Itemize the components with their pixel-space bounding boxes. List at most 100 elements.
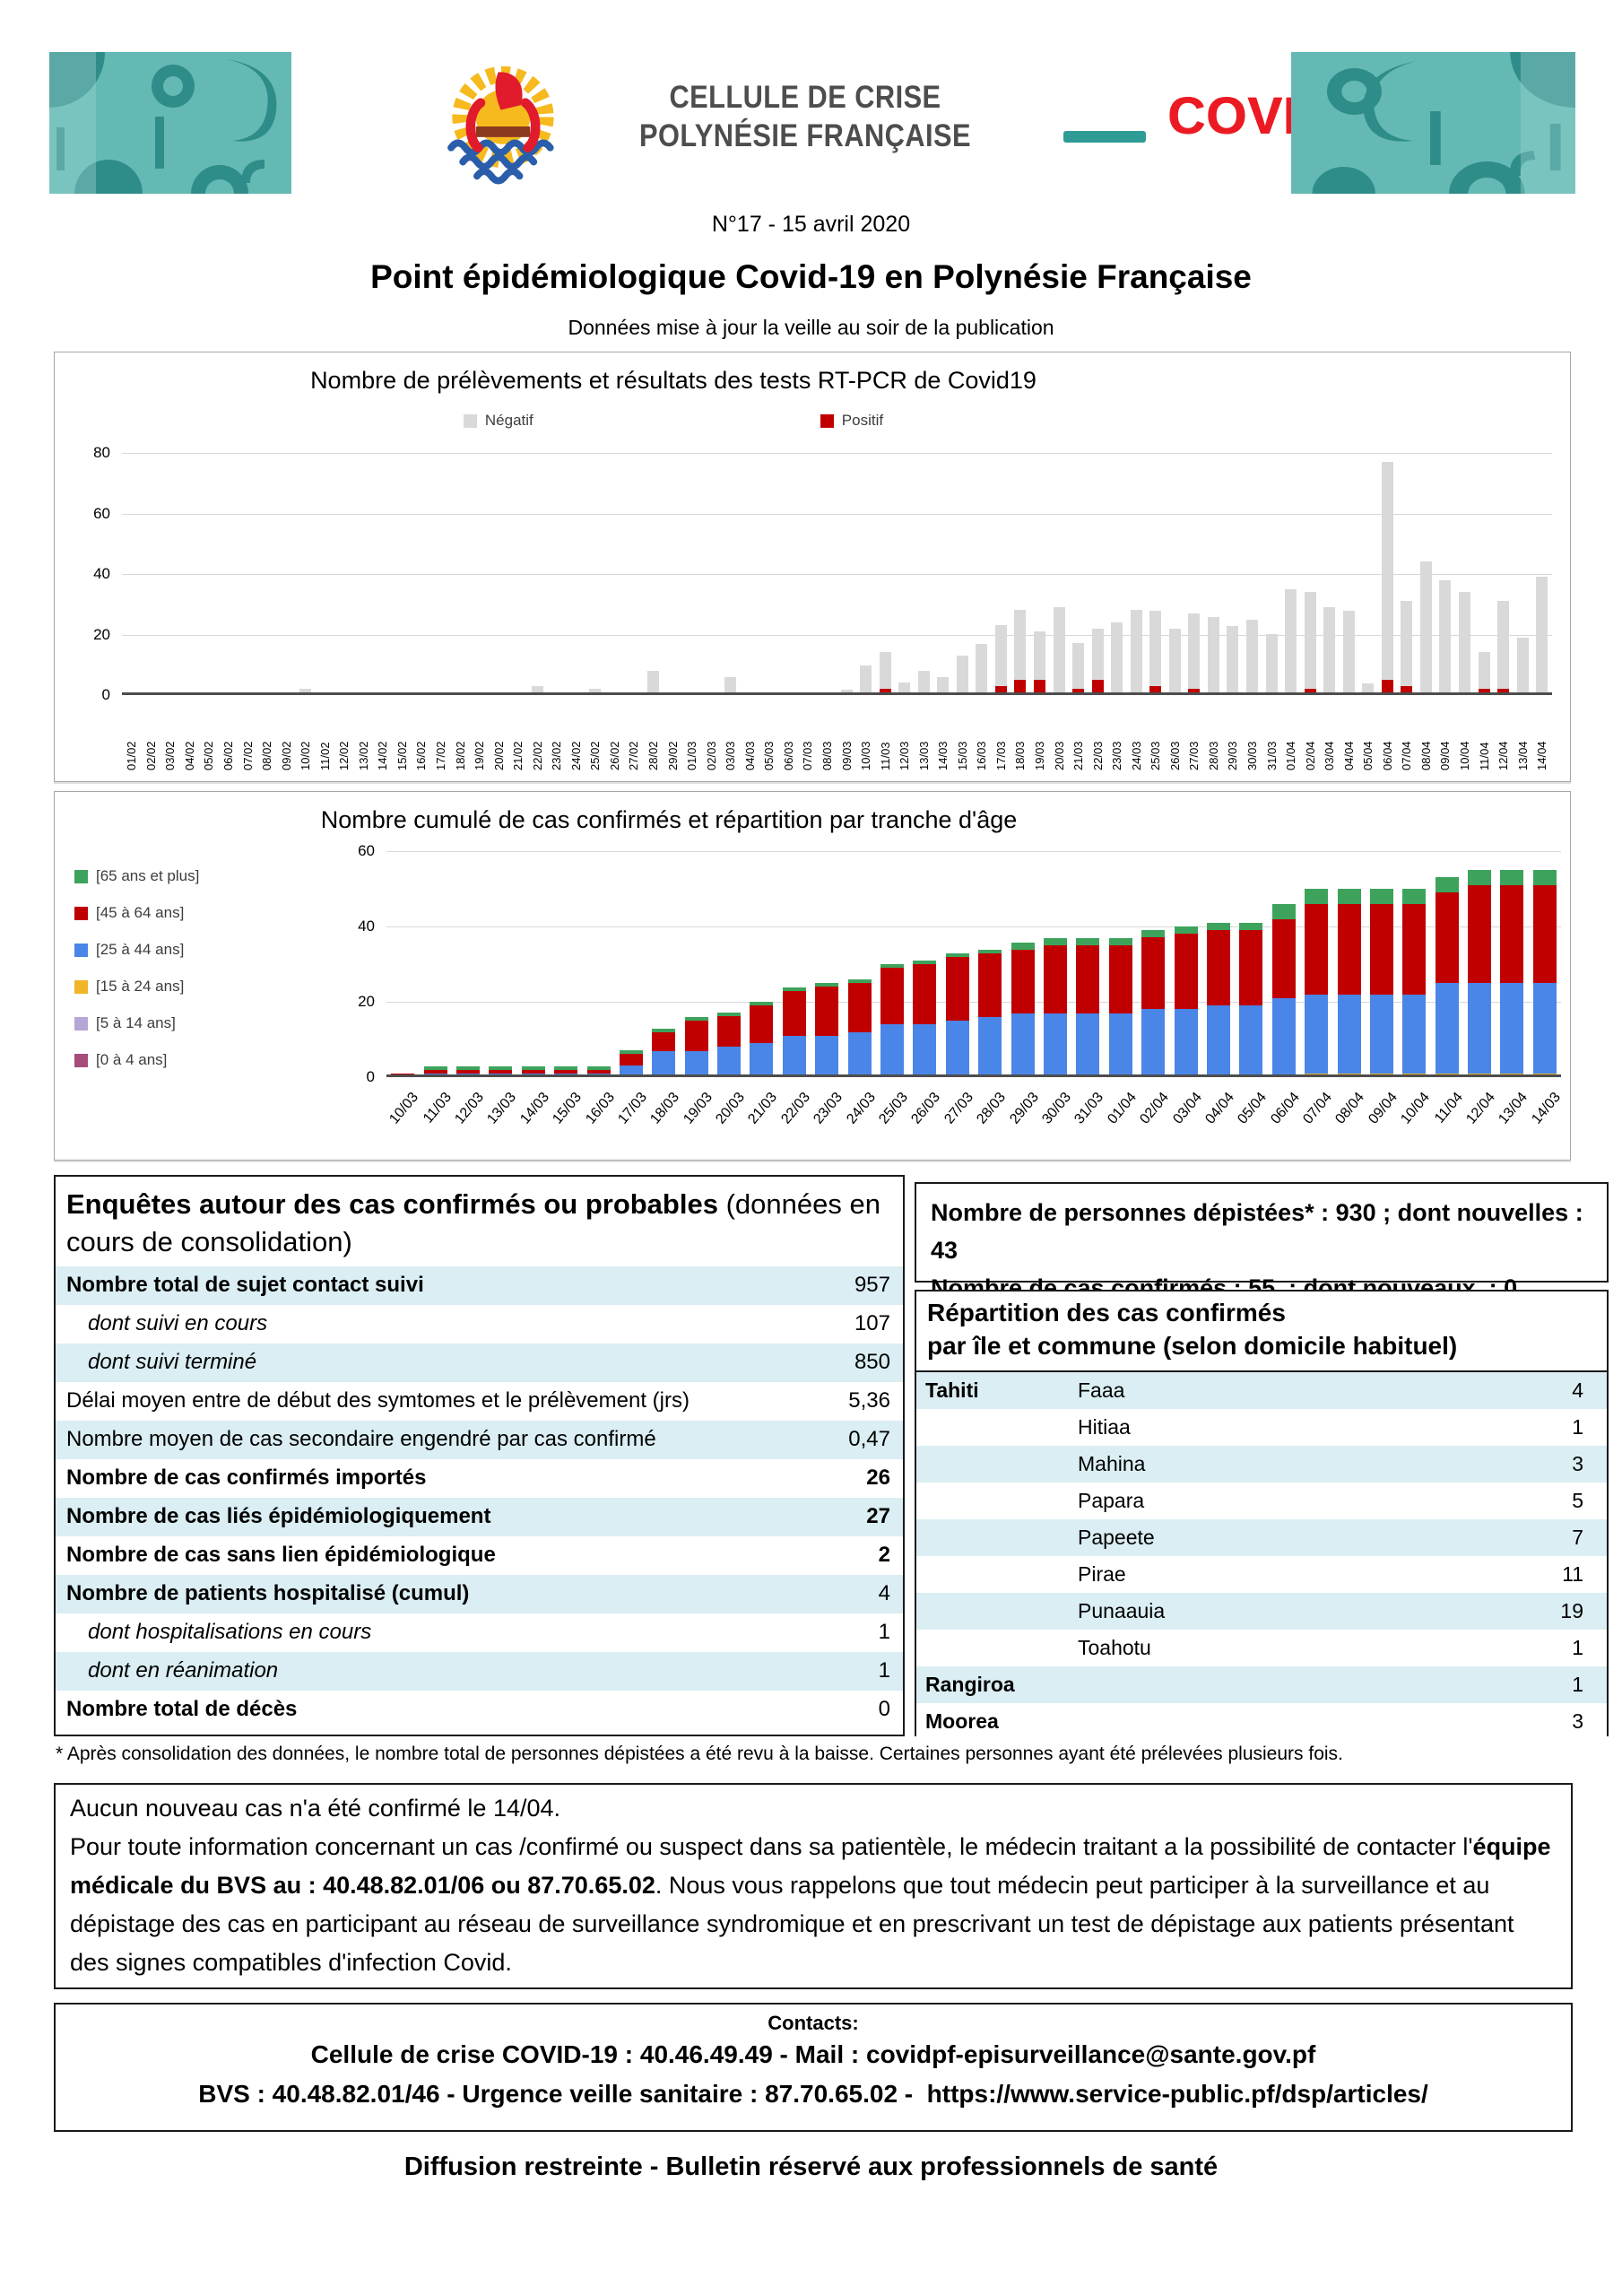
cases-by-commune-panel: Répartition des cas confirmés par île et…: [915, 1290, 1609, 1740]
message-body-start: Pour toute information concernant un cas…: [70, 1833, 1473, 1860]
row-value: 4: [878, 1581, 890, 1606]
x-axis-tick-label: 10/02: [299, 741, 313, 770]
bar-segment: [647, 671, 660, 695]
bar-segment: [1091, 680, 1104, 695]
bar-segment: [994, 625, 1007, 686]
bar-stack: [933, 453, 953, 695]
bar-stack: [1069, 453, 1089, 695]
bar-stack: [624, 453, 644, 695]
bar-stack: [1049, 453, 1069, 695]
gridline: [386, 851, 1561, 852]
bar-segment: [717, 1047, 742, 1077]
legend-swatch-icon: [74, 906, 88, 920]
bar-segment: [1141, 1009, 1166, 1077]
bar-segment: [1149, 611, 1162, 686]
bar-segment: [1337, 889, 1361, 904]
bar-segment: [1497, 601, 1510, 689]
bar-stack: [721, 453, 741, 695]
x-axis-tick-label: 11/02: [317, 742, 332, 770]
bar-stack: [393, 453, 412, 695]
x-axis-tick-label: 04/03: [742, 741, 757, 770]
bar-stack: [1268, 851, 1300, 1077]
bar-segment: [945, 953, 969, 957]
bar-stack: [615, 851, 647, 1077]
chart-title: Nombre cumulé de cas confirmés et répart…: [320, 806, 1018, 833]
bar-stack: [419, 851, 451, 1077]
legend-item: [0 à 4 ans]: [74, 1051, 199, 1069]
bar-stack: [489, 453, 508, 695]
x-axis-tick-label: 30/03: [1245, 741, 1259, 770]
table-row: Moorea 3: [916, 1702, 1607, 1740]
bar-segment: [815, 1036, 839, 1077]
case-count: 3: [1572, 1451, 1583, 1475]
bar-segment: [1111, 622, 1123, 692]
bar-segment: [1108, 1013, 1132, 1077]
bar-segment: [1130, 610, 1142, 695]
case-count: 11: [1562, 1561, 1583, 1586]
bar-segment: [1304, 592, 1316, 689]
legend-label: [5 à 14 ans]: [96, 1014, 176, 1031]
legend-item: [15 à 24 ans]: [74, 978, 199, 996]
bar-segment: [1239, 930, 1263, 1005]
x-axis-labels: 01/02 02/02 03/02 04/02 05/02 06/02 07/02 08/02…: [122, 700, 1552, 770]
bar-stack: [1235, 851, 1267, 1077]
bar-stack: [1332, 851, 1365, 1077]
gridline: [122, 574, 1552, 575]
bar-segment: [847, 1032, 872, 1077]
bar-segment: [589, 689, 602, 695]
x-axis-tick-label: 02/02: [143, 741, 158, 770]
bar-segment: [847, 983, 872, 1032]
bar-stack: [276, 453, 296, 695]
x-axis-tick-label: 14/03: [936, 741, 950, 770]
restricted-distribution-footer: Diffusion restreinte - Bulletin réservé …: [403, 2152, 1219, 2181]
x-axis-tick-label: 13/04: [1515, 741, 1530, 770]
x-axis-tick-label: 17/03: [993, 741, 1008, 770]
x-axis-tick-label: 12/03: [898, 741, 912, 770]
bar-segment: [1435, 892, 1459, 983]
bar-stack: [1513, 453, 1532, 695]
x-axis-tick-label: 10/04: [1458, 741, 1471, 770]
legend-label: Négatif: [484, 412, 533, 429]
table-row: Pirae 11: [916, 1555, 1607, 1593]
y-axis-tick-label: 0: [366, 1068, 375, 1085]
bar-segment: [1206, 923, 1230, 930]
bar-stack: [779, 453, 799, 695]
bar-segment: [652, 1029, 676, 1032]
bar-segment: [1033, 631, 1045, 680]
bar-segment: [684, 1021, 708, 1051]
bar-segment: [978, 953, 1002, 1017]
brand-line2: POLYNÉSIE FRANÇAISE: [638, 117, 972, 153]
bar-stack: [296, 453, 316, 695]
bar-segment: [1381, 680, 1393, 695]
bar-segment: [619, 1054, 643, 1065]
bar-stack: [508, 453, 528, 695]
bar-segment: [1014, 680, 1027, 695]
bar-segment: [1536, 577, 1548, 695]
x-axis-line: [386, 1074, 1561, 1077]
legend-swatch-icon: [74, 1053, 88, 1067]
message-paragraph: Aucun nouveau cas n'a été confirmé le 14…: [56, 1785, 1571, 1987]
x-axis-tick-label: 24/03: [1129, 741, 1143, 770]
bar-stack: [122, 453, 142, 695]
case-count: 4: [1572, 1378, 1583, 1402]
bar-segment: [1091, 629, 1104, 680]
chart-plot-area: 0 20 40 60: [358, 842, 1561, 1085]
bar-stack: [1166, 453, 1185, 695]
bar-stack: [992, 453, 1011, 695]
bar-stack: [1281, 453, 1301, 695]
x-axis-tick-label: 14/02: [376, 741, 390, 770]
legend-swatch-icon: [820, 413, 834, 428]
bar-stack: [1431, 851, 1463, 1077]
bar-segment: [1500, 885, 1524, 983]
x-axis-tick-label: 01/04: [1284, 741, 1298, 770]
bar-segment: [1271, 998, 1296, 1077]
bar-segment: [1149, 686, 1162, 695]
bar-segment: [956, 656, 968, 695]
bar-segment: [1271, 904, 1296, 919]
x-axis-tick-label: 20/03: [1052, 741, 1066, 770]
bar-segment: [1239, 1005, 1263, 1077]
bar-segment: [1207, 617, 1219, 692]
row-value: 0,47: [848, 1427, 890, 1452]
x-axis-tick-label: 12/04: [1496, 741, 1511, 770]
bar-segment: [652, 1051, 676, 1077]
